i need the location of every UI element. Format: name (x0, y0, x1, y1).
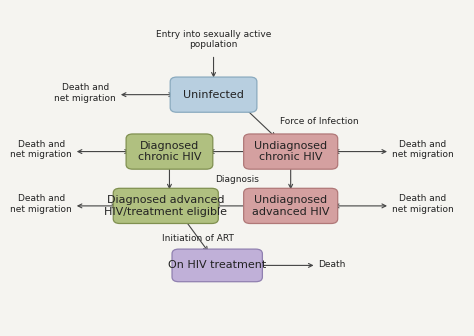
FancyBboxPatch shape (172, 249, 263, 282)
FancyBboxPatch shape (113, 188, 219, 223)
Text: Initiation of ART: Initiation of ART (162, 234, 234, 243)
Text: On HIV treatment: On HIV treatment (168, 260, 266, 270)
Text: Death: Death (318, 260, 346, 268)
Text: Death and
net migration: Death and net migration (392, 194, 454, 214)
Text: Undiagnosed
advanced HIV: Undiagnosed advanced HIV (252, 195, 329, 217)
FancyBboxPatch shape (244, 188, 337, 223)
Text: Undiagnosed
chronic HIV: Undiagnosed chronic HIV (254, 141, 327, 162)
Text: Death and
net migration: Death and net migration (392, 140, 454, 159)
Text: Force of Infection: Force of Infection (280, 117, 358, 126)
Text: Diagnosed advanced
HIV/treatment eligible: Diagnosed advanced HIV/treatment eligibl… (104, 195, 227, 217)
FancyBboxPatch shape (244, 134, 337, 169)
Text: Entry into sexually active
population: Entry into sexually active population (156, 30, 271, 49)
Text: Death and
net migration: Death and net migration (55, 83, 116, 102)
FancyBboxPatch shape (126, 134, 213, 169)
Text: Death and
net migration: Death and net migration (10, 194, 72, 214)
Text: Uninfected: Uninfected (183, 90, 244, 100)
Text: Diagnosis: Diagnosis (216, 175, 259, 184)
Text: Death and
net migration: Death and net migration (10, 140, 72, 159)
Text: Diagnosed
chronic HIV: Diagnosed chronic HIV (138, 141, 201, 162)
FancyBboxPatch shape (170, 77, 257, 112)
